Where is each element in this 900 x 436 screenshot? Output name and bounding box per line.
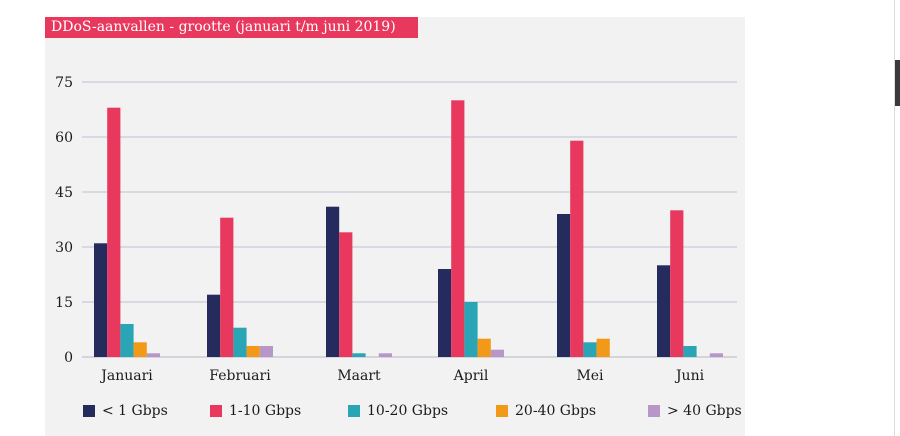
x-category-label: Maart [337,368,381,384]
bar-mei-series-4 [596,338,610,357]
bar-april-series-2 [451,100,465,358]
x-category-label: April [453,368,489,384]
bar-januari-series-1 [94,243,108,357]
bar-februari-series-1 [207,294,221,357]
legend-label: < 1 Gbps [102,403,168,419]
bar-februari-series-4 [246,346,260,357]
bar-juni-series-2 [670,210,684,357]
bar-april-series-1 [438,269,452,357]
bar-maart-series-5 [378,353,392,357]
bar-juni-series-1 [657,265,671,357]
legend-label: 1-10 Gbps [229,403,302,419]
legend-swatch [648,405,660,417]
legend-swatch [348,405,360,417]
page-edge-divider [894,0,895,436]
legend-item: < 1 Gbps [83,403,168,419]
bar-maart-series-3 [352,353,366,357]
bar-februari-series-5 [259,346,273,357]
x-category-label: Juni [674,368,705,384]
legend-swatch [496,405,508,417]
bar-januari-series-2 [107,107,121,357]
bar-maart-series-2 [339,232,353,357]
bar-januari-series-5 [146,353,160,357]
y-tick-label: 15 [55,295,73,311]
chart-panel [45,17,745,436]
y-tick-label: 30 [55,240,73,256]
y-tick-label: 45 [55,185,73,201]
x-category-label: Januari [99,368,153,384]
bar-april-series-3 [464,302,478,357]
bar-januari-series-4 [133,342,147,357]
legend-swatch [83,405,95,417]
y-tick-label: 60 [55,130,73,146]
y-tick-label: 0 [64,350,73,366]
legend-label: 10-20 Gbps [367,403,449,419]
bar-mei-series-1 [557,214,571,357]
bar-maart-series-1 [326,206,340,357]
bar-mei-series-3 [583,342,597,357]
bar-april-series-5 [490,349,504,357]
chart-title: DDoS-aanvallen - grootte (januari t/m ju… [45,17,418,38]
x-category-label: Februari [209,368,271,384]
legend-item: 20-40 Gbps [496,403,596,419]
x-category-label: Mei [576,368,604,384]
legend-label: 20-40 Gbps [515,403,597,419]
legend-swatch [210,405,222,417]
bar-juni-series-5 [709,353,723,357]
bar-juni-series-3 [683,346,697,357]
legend-label: > 40 Gbps [667,403,742,419]
legend-item: 10-20 Gbps [348,403,448,419]
legend-item: > 40 Gbps [648,403,742,419]
legend-item: 1-10 Gbps [210,403,301,419]
bar-februari-series-3 [233,327,247,357]
bar-februari-series-2 [220,217,234,357]
bar-mei-series-2 [570,140,584,357]
scroll-indicator [895,60,900,106]
y-tick-label: 75 [55,75,73,91]
bar-januari-series-3 [120,324,134,357]
bar-april-series-4 [477,338,491,357]
